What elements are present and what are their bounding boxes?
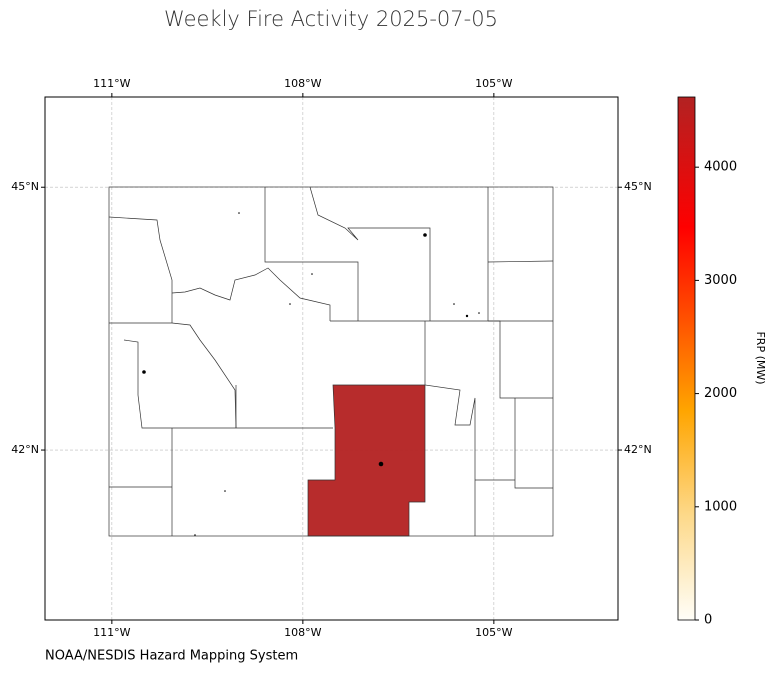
county-line — [109, 322, 237, 429]
fire-point — [238, 212, 240, 214]
fire-point — [289, 303, 291, 305]
colorbar-tick-label: 0 — [704, 613, 712, 628]
colorbar-tick-label: 4000 — [704, 160, 737, 175]
map-frame — [44, 96, 619, 621]
fire-point — [311, 273, 313, 275]
y-tick-label: 42°N — [11, 443, 39, 456]
colorbar-tick-label: 2000 — [704, 386, 737, 401]
y-tick-label: 45°N — [11, 180, 39, 193]
county-line — [171, 267, 331, 321]
map-title: Weekly Fire Activity 2025-07-05 — [164, 7, 498, 31]
x-tick-label: 108°W — [284, 77, 321, 90]
county-boundaries — [108, 186, 554, 537]
map-area — [44, 96, 619, 621]
map-background — [45, 97, 618, 620]
fire-point — [194, 534, 196, 536]
county-line — [108, 216, 173, 323]
county-line — [330, 320, 553, 536]
fire-point — [378, 461, 384, 467]
x-tick-label: 111°W — [93, 626, 130, 639]
fire-point — [478, 312, 480, 314]
fire-point — [224, 490, 226, 492]
x-tick-label: 108°W — [284, 626, 321, 639]
county-line — [109, 428, 173, 536]
x-tick-label: 111°W — [93, 77, 130, 90]
y-tick-label: 45°N — [624, 180, 652, 193]
state-outline — [108, 186, 554, 537]
source-note: NOAA/NESDIS Hazard Mapping System — [45, 649, 298, 664]
x-tick-label: 105°W — [475, 626, 512, 639]
colorbar-tick-label: 1000 — [704, 499, 737, 514]
fire-point — [453, 303, 455, 305]
colorbar — [677, 96, 696, 621]
fire-point — [142, 370, 146, 374]
fire-point — [423, 233, 427, 237]
colorbar-tick-label: 3000 — [704, 273, 737, 288]
fire-point — [465, 314, 469, 318]
colorbar-label: FRP (MW) — [754, 331, 767, 384]
county-line — [264, 187, 359, 321]
x-tick-label: 105°W — [475, 77, 512, 90]
fire-detections — [142, 212, 480, 536]
county-line — [309, 186, 431, 321]
y-tick-label: 42°N — [624, 443, 652, 456]
county-line — [123, 339, 333, 429]
